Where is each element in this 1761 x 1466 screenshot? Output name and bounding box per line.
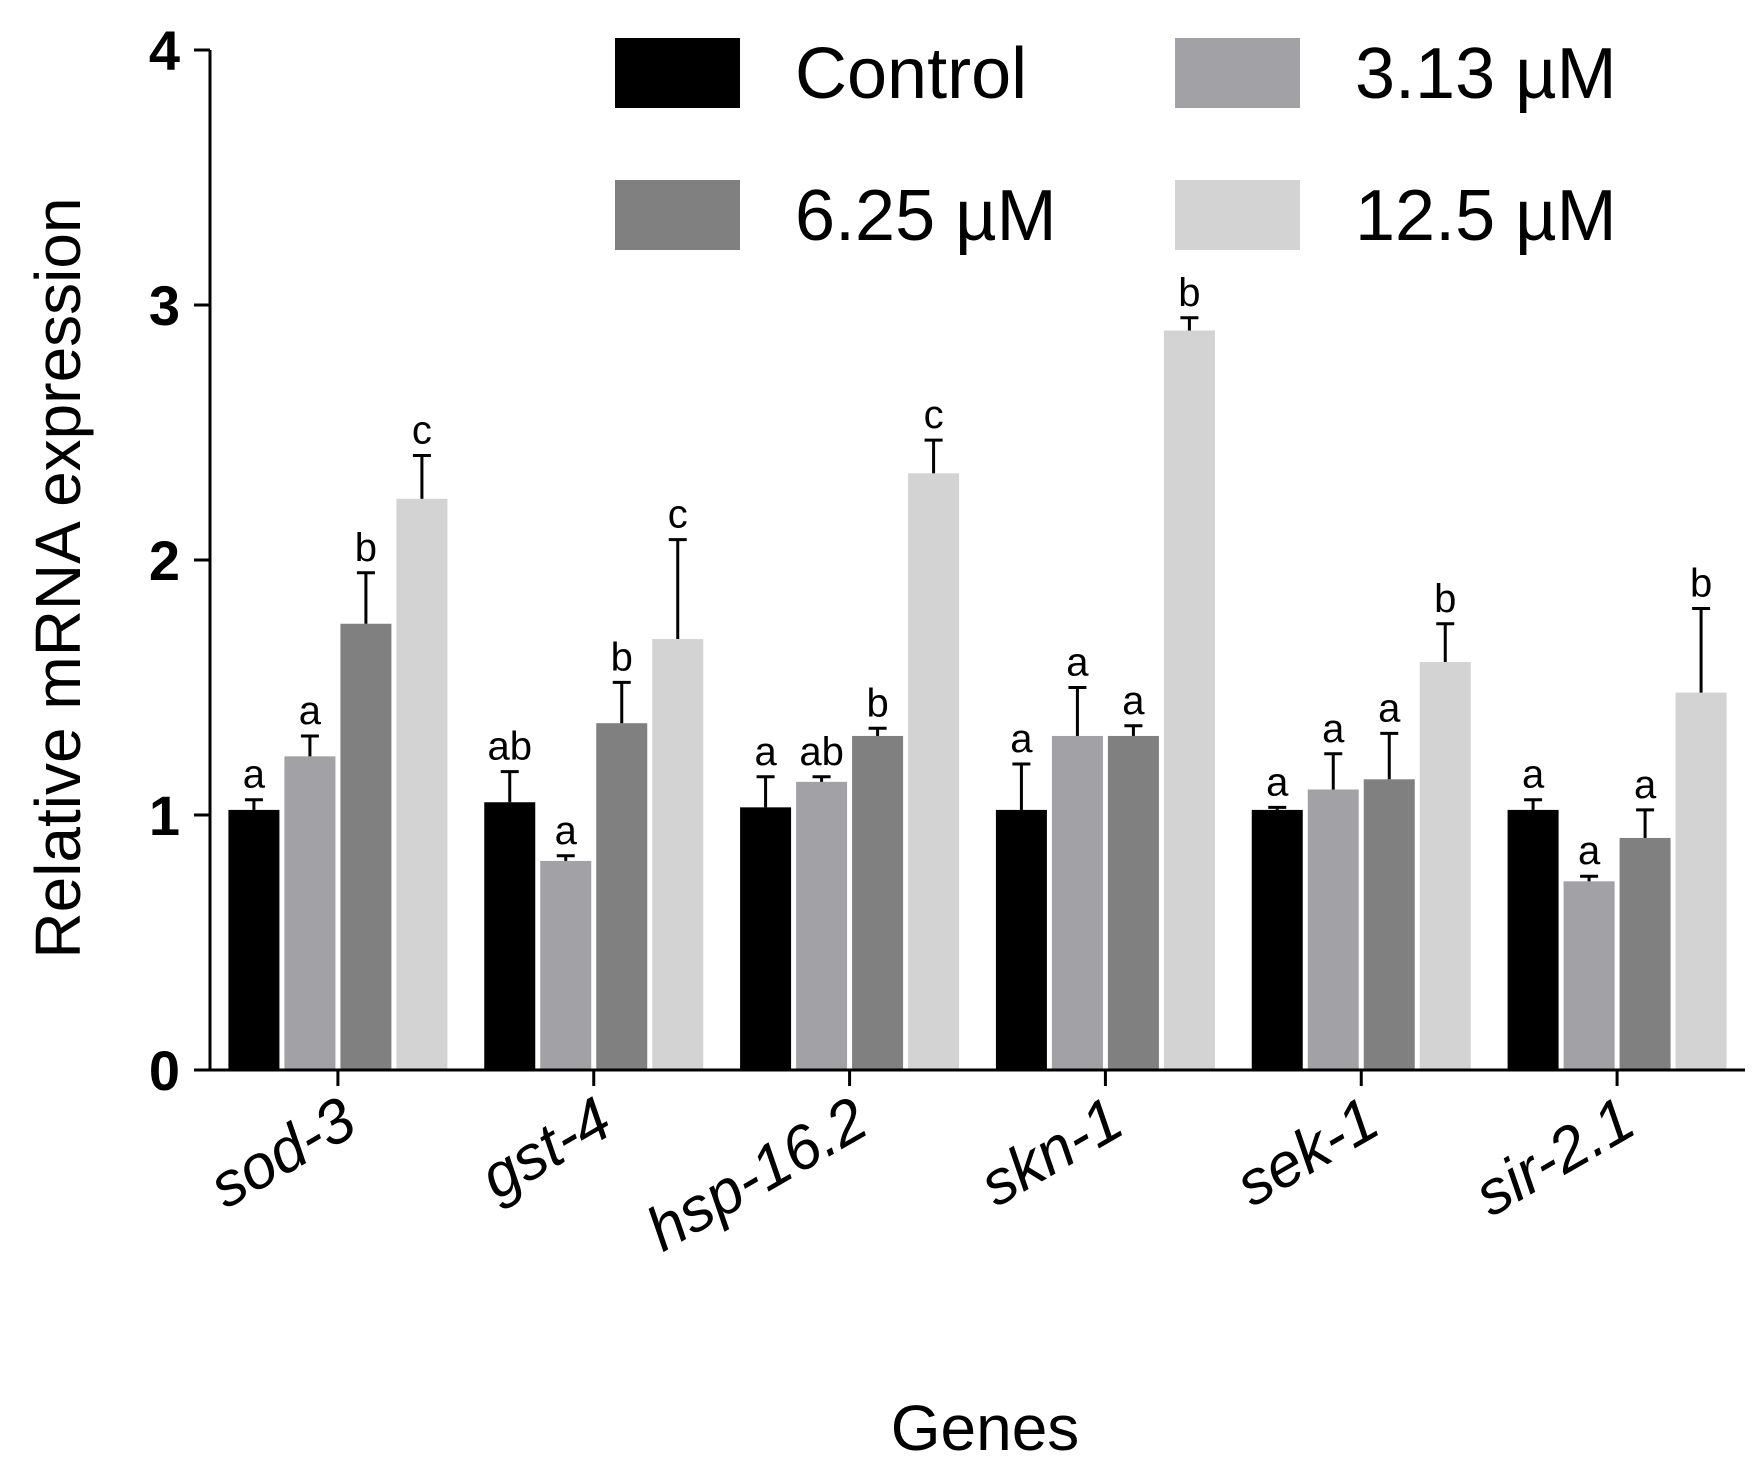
- bar: [540, 860, 592, 1070]
- significance-label: b: [1690, 561, 1712, 605]
- y-tick-label: 2: [149, 529, 180, 592]
- y-tick-label: 3: [149, 274, 180, 337]
- legend-label: 12.5 µM: [1355, 176, 1617, 256]
- bar: [1307, 789, 1359, 1070]
- significance-label: a: [1578, 829, 1601, 873]
- bar: [740, 807, 792, 1070]
- bar: [1675, 692, 1727, 1070]
- significance-label: a: [555, 809, 578, 853]
- significance-label: a: [1522, 753, 1545, 797]
- legend-swatch: [615, 38, 740, 108]
- legend-label: 3.13 µM: [1355, 34, 1617, 114]
- bar: [340, 623, 392, 1070]
- x-tick-label: hsp-16.2: [635, 1084, 878, 1264]
- bar: [596, 723, 648, 1070]
- significance-label: b: [611, 635, 633, 679]
- significance-label: c: [412, 408, 432, 452]
- significance-label: a: [754, 730, 777, 774]
- significance-label: a: [1122, 679, 1145, 723]
- bar: [1163, 330, 1215, 1070]
- bar: [1507, 809, 1559, 1070]
- significance-label: ab: [799, 730, 844, 774]
- bar: [1107, 735, 1159, 1070]
- significance-label: a: [1066, 641, 1089, 685]
- significance-label: ab: [488, 725, 533, 769]
- legend-swatch: [1175, 180, 1300, 250]
- y-tick-label: 4: [149, 19, 180, 82]
- bar: [1619, 837, 1671, 1070]
- bar: [796, 781, 848, 1070]
- bar: [652, 639, 704, 1070]
- significance-label: c: [668, 493, 688, 537]
- significance-label: a: [299, 689, 322, 733]
- significance-label: b: [866, 681, 888, 725]
- significance-label: a: [1010, 717, 1033, 761]
- significance-label: b: [1178, 271, 1200, 315]
- y-tick-label: 1: [149, 784, 180, 847]
- legend-label: Control: [795, 34, 1027, 114]
- legend-label: 6.25 µM: [795, 176, 1057, 256]
- bar: [396, 498, 448, 1070]
- significance-label: a: [1266, 760, 1289, 804]
- x-tick-label: sek-1: [1224, 1084, 1390, 1220]
- bar: [1051, 735, 1103, 1070]
- significance-label: b: [1434, 577, 1456, 621]
- y-tick-label: 0: [149, 1039, 180, 1102]
- significance-label: b: [355, 526, 377, 570]
- significance-label: a: [1322, 707, 1345, 751]
- legend: Control 3.13 µM 6.25 µM 12.5 µM: [615, 34, 1617, 256]
- bar: [852, 735, 904, 1070]
- significance-label: c: [924, 393, 944, 437]
- x-tick-label: sod-3: [198, 1084, 367, 1221]
- x-axis-title: Genes: [891, 1392, 1080, 1464]
- bar: [1251, 809, 1303, 1070]
- bar: [228, 809, 280, 1070]
- legend-swatch: [615, 180, 740, 250]
- bar: [1563, 881, 1615, 1070]
- bar: [995, 809, 1047, 1070]
- x-tick-label: sir-2.1: [1463, 1084, 1646, 1229]
- bar: [908, 473, 960, 1070]
- legend-swatch: [1175, 38, 1300, 108]
- significance-label: a: [1378, 686, 1401, 730]
- significance-label: a: [1634, 763, 1657, 807]
- bar: [484, 802, 536, 1070]
- y-axis-title: Relative mRNA expression: [22, 197, 94, 958]
- bar: [1419, 662, 1471, 1070]
- bar: [284, 756, 336, 1070]
- bar: [1363, 779, 1415, 1070]
- significance-label: a: [243, 753, 266, 797]
- x-tick-label: gst-4: [469, 1084, 623, 1213]
- x-tick-label: skn-1: [969, 1084, 1135, 1220]
